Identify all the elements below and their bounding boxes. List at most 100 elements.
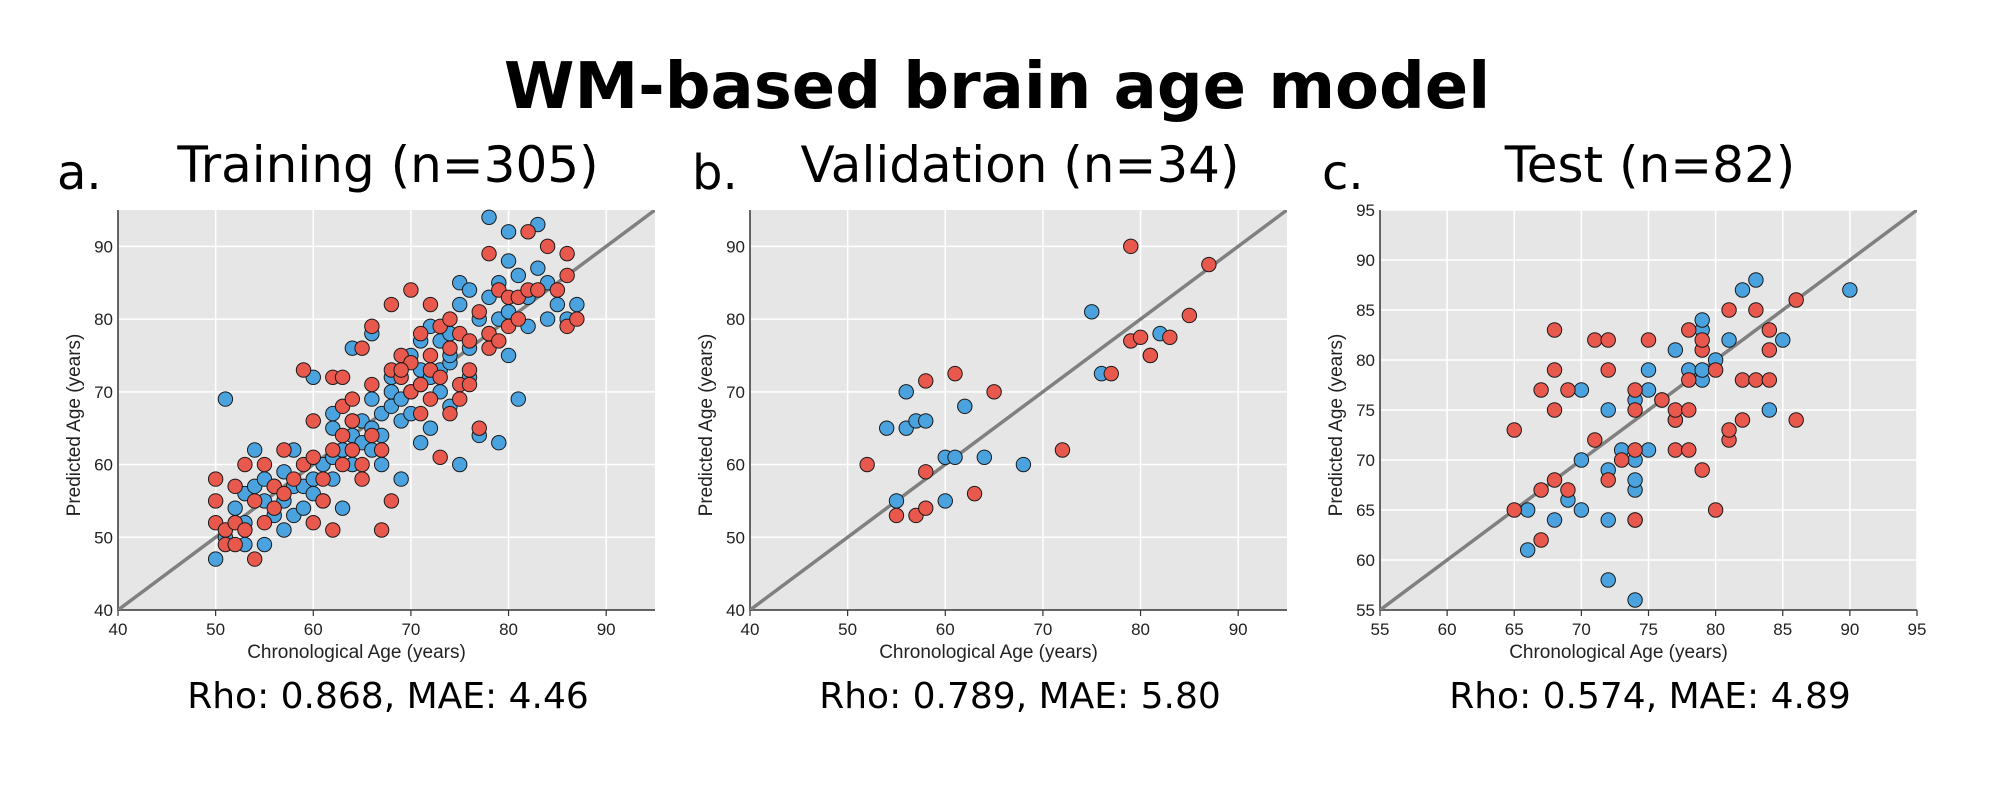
scatter-point-red: [1721, 302, 1737, 318]
scatter-point-blue: [1667, 342, 1684, 358]
y-axis-label: Predicted Age (years): [64, 334, 85, 517]
scatter-point-blue: [1775, 332, 1791, 348]
scatter-point-red: [888, 507, 905, 524]
scatter-point-red: [442, 311, 458, 327]
scatter-point-red: [1681, 442, 1697, 458]
scatter-point-red: [471, 304, 487, 320]
scatter-point-red: [1600, 362, 1616, 378]
scatter-point-red: [1788, 412, 1804, 428]
scatter-point-blue: [1600, 572, 1616, 588]
scatter-point-red: [1560, 382, 1576, 398]
x-tick-label: 85: [1773, 620, 1792, 639]
scatter-point-blue: [918, 413, 934, 429]
scatter-point-red: [1748, 302, 1764, 318]
scatter-point-red: [383, 493, 400, 509]
scatter-point-blue: [412, 435, 429, 451]
x-tick-label: 80: [1706, 620, 1725, 639]
scatter-point-red: [432, 449, 448, 465]
panel-title-validation: Validation (n=34): [800, 136, 1240, 194]
scatter-point-blue: [1842, 282, 1858, 298]
y-tick-label: 70: [94, 383, 113, 402]
x-tick-label: 60: [936, 620, 955, 639]
scatter-point-red: [1761, 322, 1778, 338]
scatter-point-red: [1654, 392, 1670, 408]
scatter-point-blue: [878, 420, 895, 436]
scatter-point-red: [207, 471, 224, 487]
scatter-point-red: [344, 442, 361, 458]
scatter-point-red: [1627, 442, 1643, 458]
y-tick-label: 60: [1356, 551, 1375, 570]
scatter-point-red: [354, 456, 370, 473]
x-tick-label: 60: [1438, 620, 1457, 639]
scatter-point-red: [1600, 332, 1616, 348]
scatter-point-red: [1533, 382, 1549, 398]
x-tick-label: 50: [206, 620, 225, 639]
scatter-point-blue: [1573, 502, 1590, 518]
scatter-point-red: [1054, 442, 1071, 458]
x-tick-label: 80: [499, 620, 518, 639]
scatter-point-red: [442, 340, 458, 356]
scatter-point-red: [559, 245, 575, 262]
scatter-point-red: [364, 376, 380, 393]
scatter-point-red: [246, 493, 263, 509]
scatter-point-red: [947, 365, 963, 382]
stats-training: Rho: 0.868, MAE: 4.46: [187, 676, 589, 717]
x-tick-label: 70: [1033, 620, 1052, 639]
x-axis-label: Chronological Age (years): [1509, 642, 1728, 663]
scatter-point-blue: [452, 296, 468, 313]
scatter-point-red: [918, 500, 934, 516]
scatter-point-red: [491, 333, 507, 349]
x-tick-label: 60: [304, 620, 323, 639]
scatter-point-blue: [898, 384, 914, 400]
scatter-point-red: [859, 456, 875, 473]
scatter-point-red: [452, 391, 468, 407]
scatter-point-red: [364, 318, 380, 335]
scatter-point-blue: [393, 471, 409, 487]
scatter-point-blue: [500, 224, 517, 240]
scatter-point-red: [1667, 402, 1684, 418]
x-tick-label: 90: [1840, 620, 1859, 639]
scatter-point-blue: [500, 253, 517, 269]
scatter-point-red: [403, 282, 419, 298]
scatter-point-red: [412, 376, 429, 393]
scatter-point-blue: [937, 493, 953, 509]
y-tick-label: 40: [726, 601, 745, 620]
scatter-point-red: [432, 369, 448, 385]
scatter-point-red: [918, 373, 934, 389]
scatter-point-red: [1627, 512, 1643, 528]
panel-title-training: Training (n=305): [177, 136, 599, 194]
x-tick-label: 70: [1572, 620, 1591, 639]
y-tick-label: 75: [1356, 401, 1375, 420]
scatter-point-red: [276, 485, 292, 502]
scatter-point-blue: [1573, 452, 1590, 468]
scatter-point-red: [1181, 307, 1198, 324]
scatter-point-red: [1627, 402, 1643, 418]
scatter-point-blue: [461, 282, 478, 298]
scatter-point-blue: [1600, 512, 1616, 528]
scatter-point-red: [1506, 502, 1522, 518]
panel-title-test: Test (n=82): [1504, 136, 1796, 194]
scatter-point-red: [227, 478, 243, 495]
scatter-point-red: [237, 522, 253, 538]
y-tick-label: 90: [726, 237, 745, 256]
scatter-point-blue: [1640, 442, 1657, 458]
chart-test: 55 60 65 70 75 80 85 90 95 55 60 65 70 75 80 85 90 95 Chro…: [1326, 201, 1926, 663]
scatter-point-blue: [295, 500, 312, 516]
scatter-point-red: [1627, 382, 1643, 398]
scatter-point-red: [442, 405, 458, 422]
scatter-point-red: [286, 471, 302, 487]
scatter-point-blue: [1519, 502, 1536, 518]
y-tick-label: 60: [726, 456, 745, 475]
scatter-point-red: [1587, 432, 1603, 448]
scatter-point-red: [986, 384, 1002, 400]
scatter-point-red: [1761, 372, 1778, 388]
scatter-point-red: [1103, 365, 1119, 382]
scatter-point-blue: [1573, 382, 1590, 398]
y-tick-label: 65: [1356, 501, 1375, 520]
scatter-point-red: [1533, 532, 1549, 548]
scatter-point-red: [1734, 412, 1751, 428]
scatter-point-red: [325, 522, 341, 538]
scatter-point-red: [1707, 362, 1724, 378]
scatter-point-red: [1640, 332, 1657, 348]
x-tick-label: 40: [109, 620, 128, 639]
